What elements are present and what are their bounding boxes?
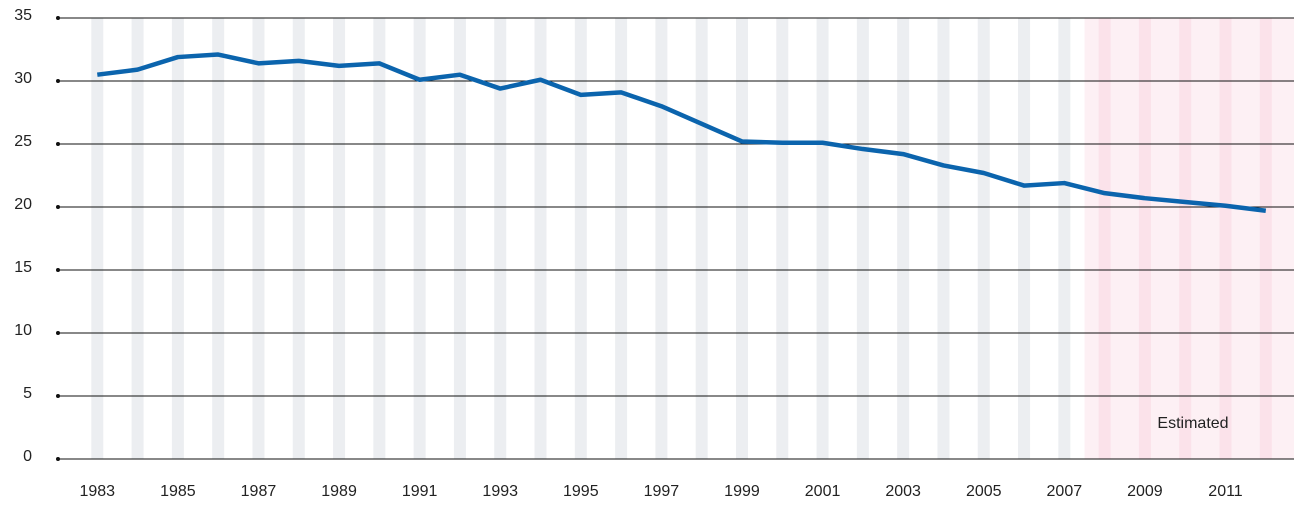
y-tick-label: 20 xyxy=(14,196,32,213)
y-tick-label: 15 xyxy=(14,259,32,276)
year-stripe xyxy=(333,18,346,459)
y-tick-label: 25 xyxy=(14,133,32,150)
year-stripe xyxy=(1018,18,1031,459)
x-tick-label: 1985 xyxy=(160,483,196,500)
x-tick-label: 2011 xyxy=(1208,483,1243,500)
year-stripe xyxy=(615,18,628,459)
year-stripe xyxy=(1058,18,1071,459)
y-tick-dot xyxy=(56,268,60,272)
year-stripe xyxy=(91,18,104,459)
y-tick-label: 5 xyxy=(23,385,32,402)
year-stripe xyxy=(897,18,910,459)
y-tick-label: 30 xyxy=(14,70,32,87)
y-tick-dot xyxy=(56,79,60,83)
x-tick-label: 2007 xyxy=(1047,483,1083,500)
y-tick-label: 0 xyxy=(23,448,32,465)
y-tick-label: 35 xyxy=(14,7,32,24)
y-tick-dot xyxy=(56,142,60,146)
x-tick-label: 1995 xyxy=(563,483,599,500)
year-stripe xyxy=(776,18,789,459)
year-stripe xyxy=(695,18,708,459)
x-tick-label: 1993 xyxy=(482,483,518,500)
x-tick-label: 1991 xyxy=(402,483,438,500)
year-stripe xyxy=(1179,18,1192,459)
x-tick-label: 1989 xyxy=(321,483,357,500)
x-tick-label: 1997 xyxy=(644,483,680,500)
year-stripe xyxy=(494,18,507,459)
year-stripe xyxy=(453,18,466,459)
shaded-region-label: Estimated xyxy=(1157,415,1228,432)
year-stripe xyxy=(816,18,829,459)
year-stripe xyxy=(655,18,668,459)
y-tick-dot xyxy=(56,205,60,209)
year-stripe xyxy=(977,18,990,459)
x-tick-label: 2001 xyxy=(805,483,841,500)
series-line xyxy=(97,52,1267,214)
x-tick-label: 1983 xyxy=(79,483,115,500)
year-stripe xyxy=(856,18,869,459)
year-stripe xyxy=(373,18,386,459)
y-tick-label: 10 xyxy=(14,322,32,339)
year-stripe xyxy=(413,18,426,459)
year-stripe xyxy=(212,18,225,459)
x-tick-label: 1999 xyxy=(724,483,760,500)
y-tick-dot xyxy=(56,394,60,398)
x-tick-label: 1987 xyxy=(241,483,277,500)
year-stripe xyxy=(1219,18,1232,459)
year-stripe xyxy=(574,18,587,459)
year-stripe xyxy=(171,18,184,459)
year-stripe xyxy=(1098,18,1111,459)
year-stripe xyxy=(1259,18,1272,459)
x-tick-label: 2009 xyxy=(1127,483,1163,500)
y-tick-dot xyxy=(56,331,60,335)
year-stripe xyxy=(534,18,547,459)
year-stripe xyxy=(292,18,305,459)
year-stripe xyxy=(252,18,265,459)
year-stripe xyxy=(937,18,950,459)
x-tick-label: 2003 xyxy=(885,483,921,500)
x-tick-label: 2005 xyxy=(966,483,1002,500)
y-tick-dot xyxy=(56,457,60,461)
y-tick-dot xyxy=(56,16,60,20)
year-stripe xyxy=(735,18,748,459)
year-stripe xyxy=(1138,18,1151,459)
year-stripe xyxy=(131,18,144,459)
